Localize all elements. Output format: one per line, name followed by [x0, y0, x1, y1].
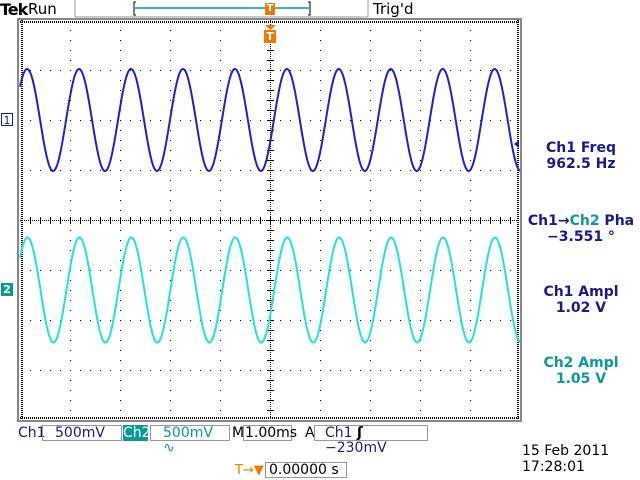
ch1-ground-marker[interactable]: 1: [1, 113, 13, 127]
measurement-label: Ch1 Ampl: [543, 284, 619, 300]
ch2-ground-marker[interactable]: 2: [1, 283, 13, 296]
measurement-value: 1.05 V: [555, 371, 607, 387]
ch2-waveform: [19, 236, 521, 344]
ch1-label: Ch1: [18, 425, 46, 441]
time: 17:28:01: [522, 459, 585, 475]
record-bracket: [133, 1, 311, 16]
trigger-position[interactable]: 0.00000 s: [265, 462, 347, 478]
measurement-label: Ch2 Ampl: [543, 355, 619, 371]
trigger-position-marker[interactable]: T: [265, 3, 275, 15]
measurement-ch1-freq: Ch1 Freq 962.5 Hz: [522, 140, 640, 172]
trigger-settings[interactable]: Ch1 ʃ −230mV: [314, 425, 428, 456]
rising-edge-icon: ʃ: [357, 425, 363, 441]
tek-logo: Tek: [0, 0, 28, 19]
ch1-trigger-level-marker: [514, 140, 519, 148]
graticule-frame: [17, 18, 522, 422]
ch1-scale[interactable]: 500mV: [42, 425, 122, 441]
timebase[interactable]: 1.00ms: [243, 425, 298, 441]
phase-source-a: Ch1: [527, 213, 558, 229]
measurement-label: Ch1→Ch2 Pha: [522, 213, 640, 229]
ch2-scale[interactable]: 500mV ∿: [150, 425, 230, 456]
phase-label: Pha: [599, 213, 635, 229]
measurement-value: 1.02 V: [555, 300, 607, 316]
trigger-mode: A: [305, 425, 315, 441]
measurement-phase: Ch1→Ch2 Pha −3.551 °: [522, 213, 640, 245]
arrow-icon: →: [557, 213, 570, 229]
trigger-point-marker[interactable]: T: [264, 30, 276, 43]
measurement-ch1-ampl: Ch1 Ampl 1.02 V: [522, 284, 640, 316]
measurement-value: 962.5 Hz: [546, 156, 616, 172]
trigger-arrow-icon: [265, 25, 276, 30]
measurement-label: Ch1 Freq: [546, 140, 616, 156]
measurement-value: −3.551 °: [547, 229, 615, 245]
trigger-offset-icon: T→▼: [235, 463, 264, 478]
measurement-ch2-ampl: Ch2 Ampl 1.05 V: [522, 355, 640, 387]
trigger-level: −230mV: [325, 440, 387, 456]
acquisition-state: Run: [28, 0, 57, 18]
main-timebase-label: M: [232, 425, 245, 441]
graticule-grid: [20, 20, 519, 419]
ch2-label[interactable]: Ch2: [123, 425, 151, 441]
trigger-status: Trig'd: [373, 0, 414, 18]
trigger-source: Ch1: [325, 425, 353, 441]
ch2-scale-value: 500mV: [163, 425, 213, 441]
ch1-waveform: [19, 67, 521, 173]
date: 15 Feb 2011: [522, 443, 610, 459]
phase-source-b: Ch2: [569, 213, 600, 229]
bandwidth-limit-icon: ∿: [163, 440, 175, 456]
